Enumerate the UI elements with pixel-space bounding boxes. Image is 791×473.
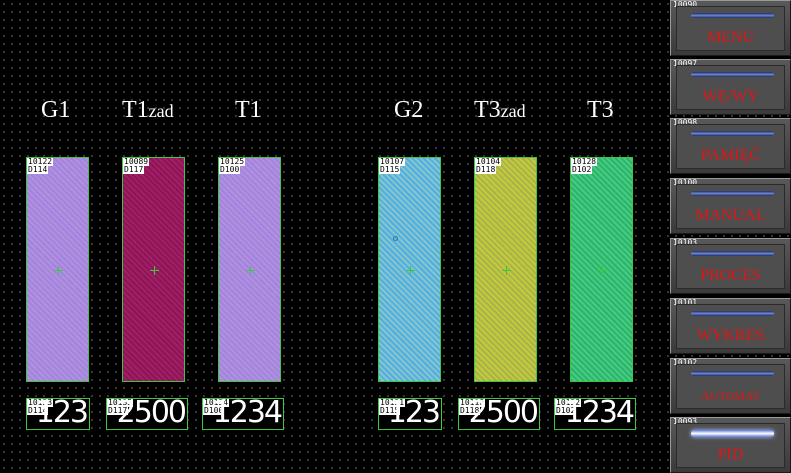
bar-tag-register: D114 — [27, 165, 49, 174]
panel-id: 10093 — [673, 417, 698, 426]
bar-t1[interactable]: 10125 D100 — [218, 157, 281, 382]
value-number: 2500 — [116, 395, 187, 430]
value-display-t1[interactable]: 10134 D100 1234 — [202, 395, 284, 430]
bar-tag-register: D117 — [123, 165, 145, 174]
label-g1: G1 — [41, 97, 71, 123]
panel-id: 10098 — [673, 118, 698, 127]
crosshair-icon — [245, 265, 255, 275]
value-display-t3-zad[interactable]: 10116 D118 2500 — [458, 395, 540, 430]
value-number: 1234 — [564, 395, 635, 430]
pamiec-button[interactable]: 10098 PAMIĘĆ — [670, 118, 791, 174]
crosshair-icon — [149, 265, 159, 275]
bar-tag-id: 10104 — [475, 157, 502, 166]
value-tag-id: 10132 — [555, 398, 582, 407]
automat-button[interactable]: 10102 AUTOMAT — [670, 358, 791, 414]
crosshair-icon — [501, 265, 511, 275]
panel-label: PROCES — [700, 267, 761, 284]
manual-button[interactable]: 10100 MANUAL — [670, 178, 791, 234]
panel-label: WYKRES — [696, 327, 765, 344]
label-g2: G2 — [394, 97, 424, 123]
label-t3: T3 — [587, 97, 614, 123]
bar-t1-zad[interactable]: 10089 D117 — [122, 157, 185, 382]
indicator-lamp-icon — [691, 191, 774, 196]
we-wy-button[interactable]: 10097 WE/WY — [670, 59, 791, 115]
bar-tag-id: 10089 — [123, 157, 150, 166]
value-tag-register: D102 — [555, 406, 577, 415]
bar-tag-register: D102 — [571, 165, 593, 174]
bar-tag-id: 10107 — [379, 157, 406, 166]
value-display-g1[interactable]: 10133 D114 123 — [26, 395, 90, 430]
indicator-lamp-icon — [691, 430, 774, 437]
bar-t3-zad[interactable]: 10104 D118 — [474, 157, 537, 382]
panel-label: PAMIĘĆ — [701, 147, 760, 164]
value-tag-id: 10134 — [203, 398, 230, 407]
value-display-t3[interactable]: 10132 D102 1234 — [554, 395, 636, 430]
bar-tag-id: 10122 — [27, 157, 54, 166]
value-display-g2[interactable]: 10131 D115 123 — [378, 395, 442, 430]
indicator-lamp-icon — [691, 251, 774, 256]
value-number: 1234 — [212, 395, 283, 430]
value-tag-id: 10116 — [459, 398, 486, 407]
wykres-button[interactable]: 10101 WYKRES — [670, 298, 791, 354]
panel-label: MANUAL — [695, 207, 766, 224]
bar-tag-register: D118 — [475, 165, 497, 174]
value-tag-register: D115 — [379, 406, 401, 415]
bar-tag-id: 10125 — [219, 157, 246, 166]
proces-button[interactable]: 10103 PROCES — [670, 238, 791, 294]
bar-t3[interactable]: 10128 D102 — [570, 157, 633, 382]
panel-label: WE/WY — [702, 88, 759, 105]
bar-tag-register: D115 — [379, 165, 401, 174]
value-number: 123 — [35, 395, 89, 430]
pid-button[interactable]: 10093 PID — [670, 417, 791, 473]
panel-id: 10090 — [673, 0, 698, 9]
indicator-lamp-icon — [691, 13, 774, 18]
panel-id: 10101 — [673, 298, 698, 307]
panel-id: 10102 — [673, 358, 698, 367]
panel-label: MENU — [706, 29, 755, 46]
value-number: 123 — [387, 395, 441, 430]
value-display-t1-zad[interactable]: 10135 D117 2500 — [106, 395, 188, 430]
panel-id: 10100 — [673, 178, 698, 187]
value-tag-register: D117 — [107, 406, 129, 415]
panel-id: 10097 — [673, 59, 698, 68]
value-tag-id: 10135 — [107, 398, 134, 407]
bar-tag-id: 10128 — [571, 157, 598, 166]
crosshair-icon — [53, 265, 63, 275]
panel-label: AUTOMAT — [701, 389, 760, 403]
panel-id: 10103 — [673, 238, 698, 247]
value-number: 2500 — [468, 395, 539, 430]
value-tag-register: D100 — [203, 406, 225, 415]
bar-tag-register: D100 — [219, 165, 241, 174]
indicator-lamp-icon — [691, 311, 774, 316]
label-t1-zad: T1zad — [122, 97, 174, 123]
label-t3-zad: T3zad — [474, 97, 526, 123]
crosshair-icon — [405, 265, 415, 275]
value-tag-id: 10133 — [27, 398, 54, 407]
panel-label: PID — [717, 446, 744, 463]
indicator-lamp-icon — [691, 72, 774, 77]
bar-g2[interactable]: 10107 D115 — [378, 157, 441, 382]
crosshair-icon — [597, 265, 607, 275]
indicator-lamp-icon — [691, 371, 774, 376]
label-t1: T1 — [235, 97, 262, 123]
marker-icon — [393, 236, 398, 241]
value-tag-register: D114 — [27, 406, 49, 415]
indicator-lamp-icon — [691, 131, 774, 136]
menu-button[interactable]: 10090 MENU — [670, 0, 791, 56]
value-tag-register: D118 — [459, 406, 481, 415]
value-tag-id: 10131 — [379, 398, 406, 407]
bar-g1[interactable]: 10122 D114 — [26, 157, 89, 382]
